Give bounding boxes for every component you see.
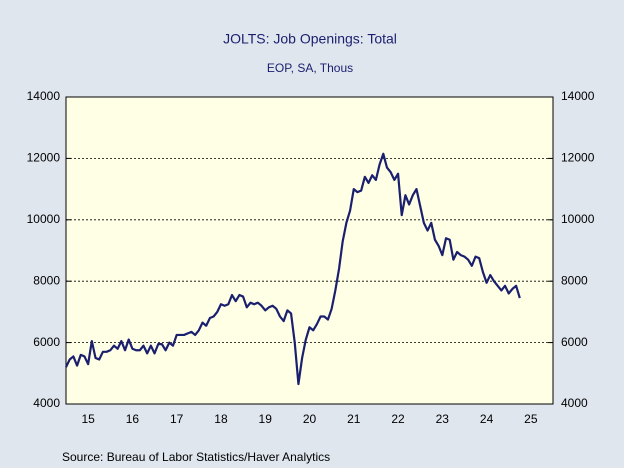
x-tick-label: 15 (81, 412, 95, 426)
y-tick-label: 6000 (33, 335, 60, 349)
y-tick-label: 14000 (27, 89, 61, 103)
x-tick-label: 20 (303, 412, 317, 426)
y2-tick-label: 14000 (561, 89, 595, 103)
x-tick-label: 18 (214, 412, 228, 426)
y2-tick-label: 10000 (561, 212, 595, 226)
source-note: Source: Bureau of Labor Statistics/Haver… (62, 450, 330, 464)
chart-subtitle: EOP, SA, Thous (267, 61, 353, 75)
y2-tick-label: 12000 (561, 151, 595, 165)
y2-tick-label: 6000 (561, 335, 588, 349)
y-tick-label: 12000 (27, 151, 61, 165)
x-tick-label: 16 (126, 412, 140, 426)
data-line (65, 152, 521, 386)
chart-title: JOLTS: Job Openings: Total (223, 31, 397, 47)
y-tick-label: 10000 (27, 212, 61, 226)
x-tick-label: 19 (259, 412, 273, 426)
y-tick-label: 8000 (33, 273, 60, 287)
x-tick-label: 22 (391, 412, 405, 426)
x-tick-label: 23 (436, 412, 450, 426)
x-tick-label: 25 (524, 412, 538, 426)
x-tick-label: 24 (480, 412, 494, 426)
x-tick-label: 17 (170, 412, 184, 426)
y-tick-label: 4000 (33, 396, 60, 410)
x-tick-label: 21 (347, 412, 361, 426)
plot-area (65, 96, 554, 405)
y2-tick-label: 4000 (561, 396, 588, 410)
y2-tick-label: 8000 (561, 273, 588, 287)
